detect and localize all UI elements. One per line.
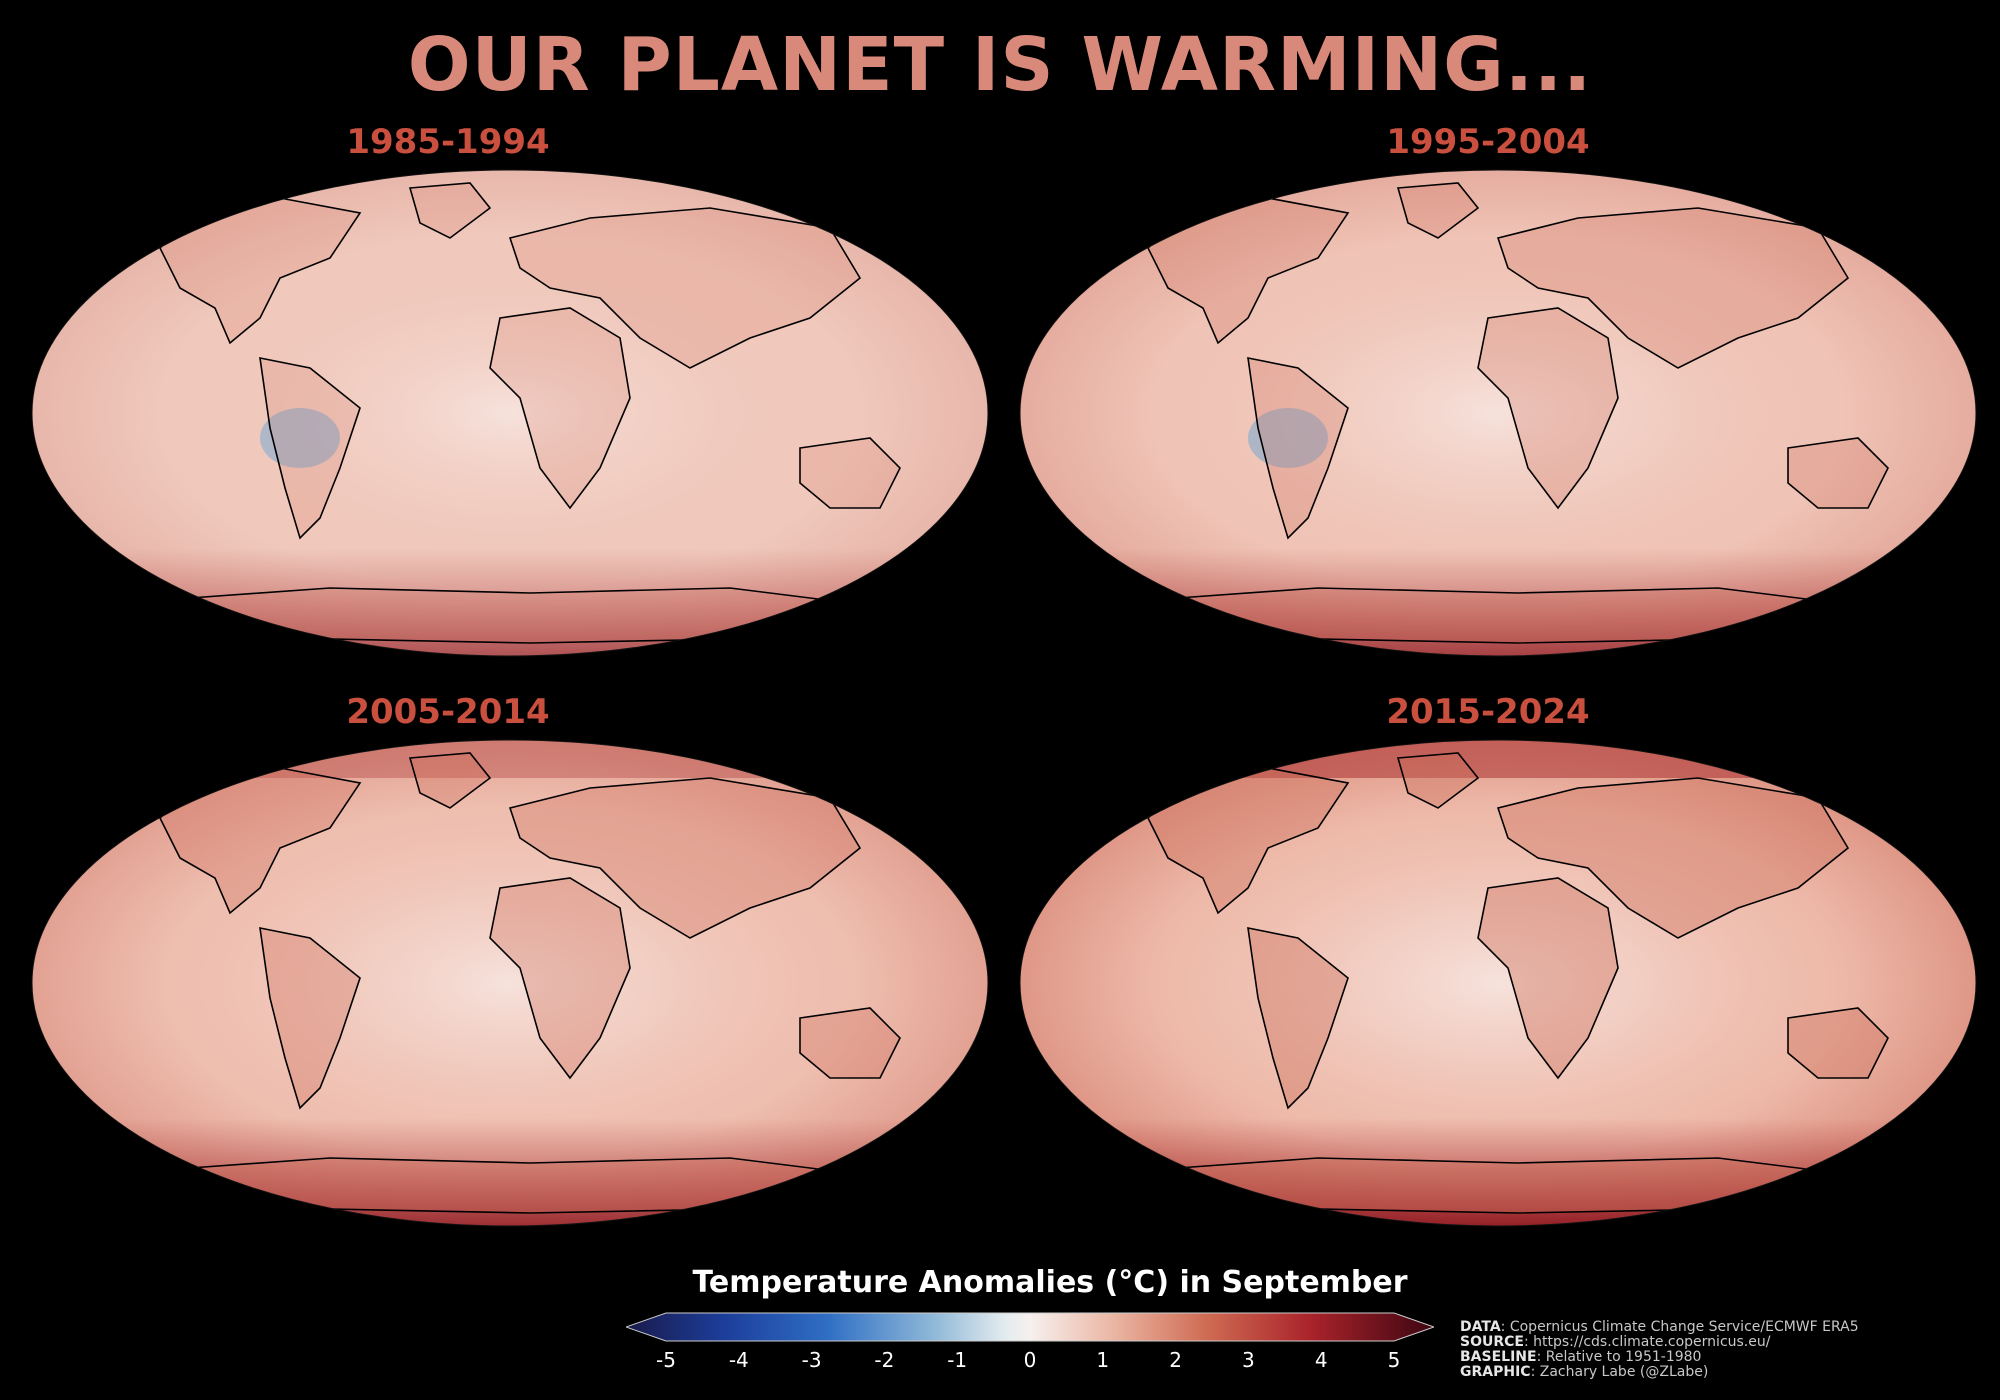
continent-outline	[508, 207, 862, 369]
credit-graphic: GRAPHIC: Zachary Labe (@ZLabe)	[1460, 1364, 1709, 1380]
colorbar-tick: -3	[801, 1348, 822, 1372]
map-panel-3	[30, 738, 990, 1228]
continent-outline	[159, 197, 362, 345]
continent-outline	[1787, 437, 1889, 509]
credit-source: SOURCE: https://cds.climate.copernicus.e…	[1460, 1334, 1771, 1350]
continent-outline	[799, 1007, 901, 1079]
panel-title-1: 1985-1994	[346, 122, 550, 162]
continent-outline	[408, 182, 492, 239]
map-border	[31, 739, 989, 1227]
arctic-shading	[1020, 740, 1976, 778]
continent-outline	[189, 587, 891, 644]
cool-anomaly	[1248, 408, 1328, 468]
colorbar-title: Temperature Anomalies (°C) in September	[692, 1265, 1408, 1300]
continent-outline	[489, 307, 631, 510]
world-map	[31, 739, 989, 1227]
continent-outline	[489, 877, 631, 1080]
continent-outline	[1477, 307, 1619, 510]
continent-outline	[1177, 587, 1879, 644]
credit-data: DATA: Copernicus Climate Change Service/…	[1460, 1319, 1859, 1335]
continent-outline	[1496, 207, 1850, 369]
continent-outline	[1396, 182, 1480, 239]
world-map	[1019, 739, 1977, 1227]
colorbar-tick: 2	[1169, 1348, 1182, 1372]
colorbar-tick: 1	[1096, 1348, 1110, 1372]
continent-outline	[259, 926, 361, 1110]
world-map	[31, 169, 989, 657]
colorbar-tick: 0	[1023, 1348, 1037, 1372]
cool-anomaly	[260, 408, 340, 468]
colorbar-tick: 4	[1314, 1348, 1328, 1372]
world-map	[1019, 169, 1977, 657]
continent-outline	[1787, 1007, 1889, 1079]
credit-baseline: BASELINE: Relative to 1951-1980	[1460, 1349, 1702, 1365]
map-border	[1019, 169, 1977, 657]
continent-outline	[1477, 877, 1619, 1080]
colorbar-tick: -4	[728, 1348, 749, 1372]
map-panel-4	[1018, 738, 1978, 1228]
continent-outline	[1496, 777, 1850, 939]
continent-outline	[1396, 752, 1480, 809]
continent-outline	[189, 1157, 891, 1214]
continent-outline	[159, 767, 362, 915]
colorbar-tick: 5	[1387, 1348, 1401, 1372]
continent-outline	[1177, 1157, 1879, 1214]
panel-title-2: 1995-2004	[1386, 122, 1590, 162]
continent-outline	[1247, 926, 1349, 1110]
panel-title-3: 2005-2014	[346, 692, 550, 732]
arctic-shading	[32, 740, 988, 778]
continent-outline	[508, 777, 862, 939]
continent-outline	[799, 437, 901, 509]
colorbar-tick: -5	[656, 1348, 676, 1372]
colorbar-tick: -2	[874, 1348, 895, 1372]
map-panel-2	[1018, 168, 1978, 658]
panel-title-4: 2015-2024	[1386, 692, 1590, 732]
main-title: OUR PLANET IS WARMING...	[407, 22, 1593, 108]
continent-outline	[1147, 767, 1350, 915]
credits: DATA: Copernicus Climate Change Service/…	[1460, 1320, 1980, 1380]
map-panel-1	[30, 168, 990, 658]
colorbar	[626, 1312, 1434, 1342]
colorbar-tick: -1	[947, 1348, 968, 1372]
colorbar-tick: 3	[1242, 1348, 1255, 1372]
continent-outline	[1247, 356, 1349, 540]
map-border	[1019, 739, 1977, 1227]
continent-outline	[1147, 197, 1350, 345]
continent-outline	[259, 356, 361, 540]
continent-outline	[408, 752, 492, 809]
map-border	[31, 169, 989, 657]
